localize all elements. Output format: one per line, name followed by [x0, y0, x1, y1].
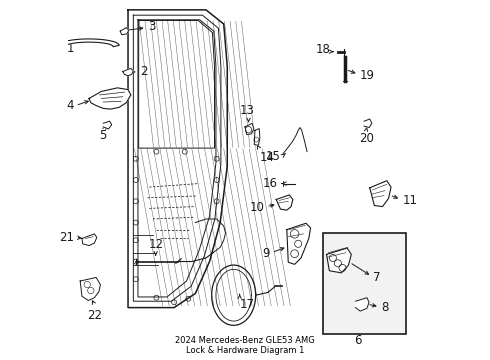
Text: 21: 21	[59, 231, 74, 244]
Text: 5: 5	[99, 129, 107, 141]
Text: 2024 Mercedes-Benz GLE53 AMG
Lock & Hardware Diagram 1: 2024 Mercedes-Benz GLE53 AMG Lock & Hard…	[175, 336, 315, 355]
Text: 8: 8	[381, 301, 389, 314]
Polygon shape	[254, 129, 260, 145]
Polygon shape	[122, 68, 133, 76]
Text: 9: 9	[262, 247, 270, 260]
Text: 6: 6	[354, 334, 362, 347]
Polygon shape	[326, 248, 351, 273]
Text: 7: 7	[373, 271, 381, 284]
Text: 4: 4	[67, 99, 74, 112]
Text: 2: 2	[141, 65, 148, 78]
Polygon shape	[80, 278, 100, 301]
Text: 3: 3	[148, 21, 155, 33]
Text: 12: 12	[148, 238, 163, 251]
Text: 14: 14	[259, 151, 274, 164]
Polygon shape	[128, 10, 227, 307]
Polygon shape	[287, 223, 311, 264]
Text: 16: 16	[263, 177, 278, 190]
Text: 17: 17	[240, 298, 255, 311]
Text: 20: 20	[359, 132, 374, 145]
Text: 18: 18	[316, 43, 331, 56]
Polygon shape	[139, 21, 215, 148]
Text: 22: 22	[87, 309, 102, 322]
Text: 10: 10	[250, 201, 265, 214]
Text: 13: 13	[239, 104, 254, 117]
Text: 15: 15	[266, 150, 280, 163]
Text: 11: 11	[402, 194, 417, 207]
Polygon shape	[103, 121, 112, 129]
Polygon shape	[276, 195, 293, 210]
Polygon shape	[245, 123, 254, 135]
Bar	[323, 233, 406, 334]
Polygon shape	[59, 39, 119, 47]
Polygon shape	[89, 88, 131, 109]
Polygon shape	[370, 181, 391, 207]
Text: 1: 1	[67, 42, 74, 55]
Text: 19: 19	[360, 69, 375, 82]
Polygon shape	[120, 28, 129, 35]
Polygon shape	[356, 298, 369, 311]
Polygon shape	[364, 119, 372, 127]
Polygon shape	[82, 234, 97, 246]
